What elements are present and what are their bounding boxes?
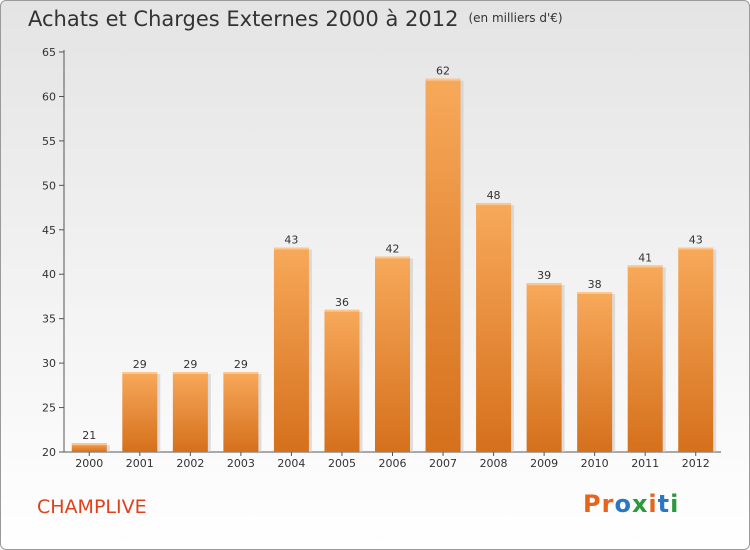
logo-letter: x	[631, 490, 649, 518]
x-tick-label: 2008	[480, 457, 508, 470]
x-tick-label: 2007	[429, 457, 457, 470]
y-tick-label: 50	[42, 179, 56, 192]
data-label: 48	[487, 189, 501, 202]
x-tick-label: 2001	[126, 457, 154, 470]
bar	[526, 283, 562, 452]
logo-letter: i	[670, 490, 680, 518]
bar	[577, 292, 613, 452]
y-tick-label: 30	[42, 357, 56, 370]
x-tick-label: 2004	[277, 457, 305, 470]
data-label: 29	[133, 358, 147, 371]
data-label: 36	[335, 296, 349, 309]
logo-letter: o	[614, 490, 632, 518]
y-tick-label: 65	[42, 46, 56, 59]
y-tick-label: 55	[42, 135, 56, 148]
y-tick-label: 25	[42, 402, 56, 415]
x-tick-label: 2000	[75, 457, 103, 470]
bar	[273, 247, 309, 452]
chart-unit: (en milliers d'€)	[468, 11, 563, 25]
bar	[122, 372, 158, 452]
y-tick-label: 60	[42, 90, 56, 103]
data-label: 62	[436, 65, 450, 78]
x-tick-label: 2009	[530, 457, 558, 470]
x-tick-label: 2010	[581, 457, 609, 470]
x-tick-label: 2005	[328, 457, 356, 470]
data-label: 21	[82, 429, 96, 442]
bar	[678, 247, 714, 452]
logo-letter: r	[601, 490, 615, 518]
y-tick-label: 20	[42, 446, 56, 459]
bar	[324, 309, 360, 452]
data-label: 42	[386, 242, 400, 255]
bar	[627, 265, 663, 452]
bar	[375, 256, 410, 452]
bar	[223, 372, 259, 452]
y-tick-label: 35	[42, 313, 56, 326]
logo-letter: P	[583, 490, 602, 518]
y-tick-label: 45	[42, 224, 56, 237]
data-label: 29	[183, 358, 197, 371]
data-label: 43	[689, 234, 703, 247]
y-tick-label: 40	[42, 268, 56, 281]
bar	[425, 78, 461, 453]
x-tick-label: 2011	[631, 457, 659, 470]
bar	[476, 203, 512, 452]
x-tick-label: 2002	[176, 457, 204, 470]
chart-title-text: Achats et Charges Externes 2000 à 2012	[28, 7, 459, 31]
commune-name: CHAMPLIVE	[37, 496, 147, 518]
proxiti-logo: Proxiti	[583, 490, 679, 518]
data-label: 39	[537, 269, 551, 282]
data-label: 29	[234, 358, 248, 371]
data-label: 38	[588, 278, 602, 291]
x-tick-label: 2012	[682, 457, 710, 470]
data-label: 41	[638, 251, 652, 264]
logo-letter: t	[657, 490, 671, 518]
data-label: 43	[284, 234, 298, 247]
chart-title: Achats et Charges Externes 2000 à 2012 (e…	[28, 7, 563, 31]
x-tick-label: 2003	[227, 457, 255, 470]
logo-letter: i	[648, 490, 658, 518]
bar	[71, 443, 107, 452]
x-tick-label: 2006	[379, 457, 407, 470]
bar	[172, 372, 208, 452]
